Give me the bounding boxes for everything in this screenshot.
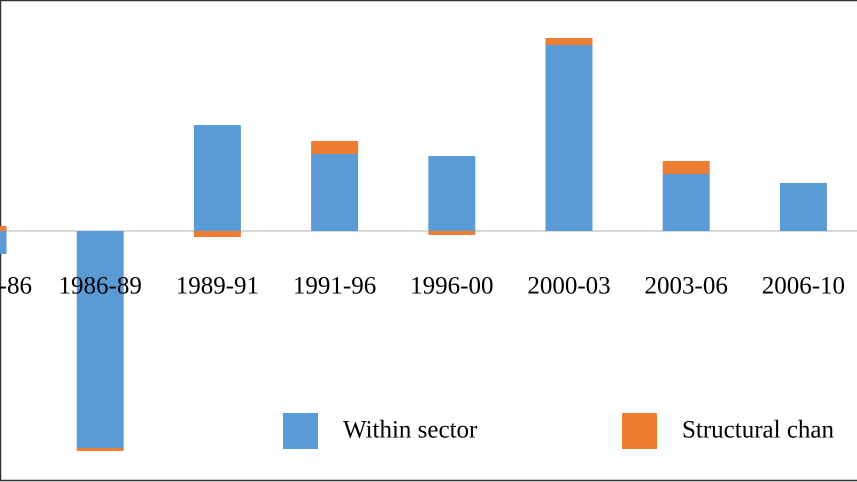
- x-tick-label: 2000-03: [527, 273, 610, 300]
- legend-swatch: [622, 413, 657, 449]
- legend-label: Within sector: [343, 417, 478, 444]
- legend-swatch: [283, 413, 318, 449]
- bar: [311, 141, 359, 154]
- bar: [662, 161, 710, 174]
- x-tick-label: 1986-89: [59, 273, 142, 300]
- bar: [0, 231, 7, 254]
- bar: [545, 45, 593, 231]
- bar: [0, 226, 7, 231]
- x-tick-label: 1989-91: [176, 273, 259, 300]
- x-tick-label: 1996-00: [410, 273, 493, 300]
- x-tick-label: 1991-96: [293, 273, 376, 300]
- bar: [76, 448, 124, 451]
- bar: [428, 156, 476, 231]
- bar: [193, 231, 241, 237]
- bar: [662, 174, 710, 231]
- bar: [779, 183, 827, 231]
- x-tick-label: 2003-06: [645, 273, 728, 300]
- bar: [428, 231, 476, 235]
- bar: [545, 38, 593, 45]
- bar: [193, 125, 241, 231]
- bar: [311, 154, 359, 231]
- bar: [76, 231, 124, 448]
- x-tick-label: -86: [0, 273, 32, 300]
- legend-label: Structural chan: [682, 417, 835, 444]
- x-tick-label: 2006-10: [762, 273, 845, 300]
